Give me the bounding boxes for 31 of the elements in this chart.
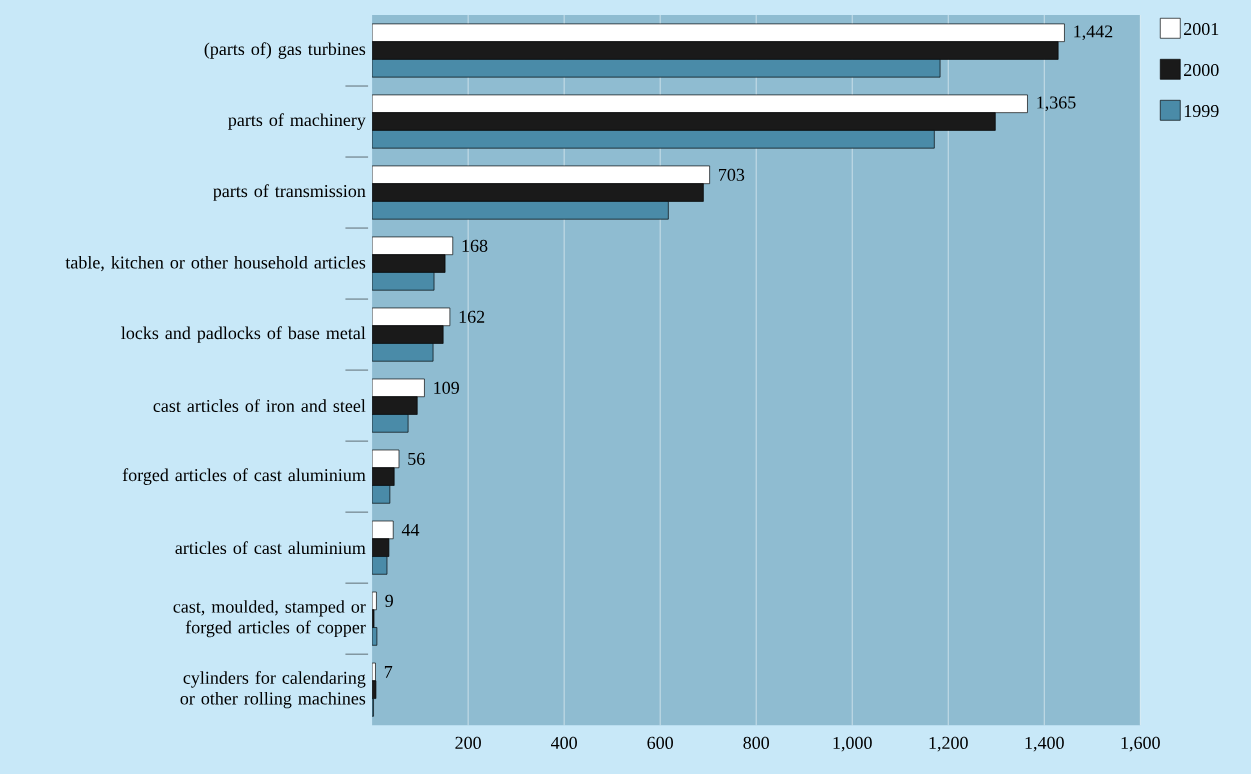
data-label: 7 bbox=[384, 665, 393, 678]
data-label: 168 bbox=[462, 239, 488, 252]
x-tick-label: 200 bbox=[455, 736, 481, 749]
y-tick-label: (parts of) gas turbines bbox=[204, 42, 366, 59]
y-tick-label: locks and padlocks of base metal bbox=[121, 326, 366, 343]
x-tick-label: 800 bbox=[743, 736, 770, 749]
y-tick-label: parts of transmission bbox=[213, 184, 366, 201]
y-tick-label: forged articles of cast aluminium bbox=[122, 468, 366, 485]
data-label: 1,442 bbox=[1074, 25, 1113, 40]
legend-label: 2000 bbox=[1184, 63, 1219, 76]
x-tick-label: 1,400 bbox=[1025, 736, 1064, 752]
y-tick-label: table, kitchen or other household articles bbox=[65, 255, 366, 272]
x-tick-label: 600 bbox=[647, 736, 673, 749]
legend-label: 2001 bbox=[1184, 22, 1219, 35]
y-tick-label: articles of cast aluminium bbox=[175, 541, 366, 554]
x-tick-label: 400 bbox=[551, 736, 577, 749]
y-tick-label: parts of machinery bbox=[228, 113, 366, 130]
y-tick-label: cylinders for calendaring or other rolling machines bbox=[180, 670, 366, 709]
data-label: 44 bbox=[401, 523, 420, 536]
y-tick-label: cast articles of iron and steel bbox=[153, 399, 366, 412]
data-label: 9 bbox=[385, 594, 393, 607]
data-label: 162 bbox=[459, 310, 485, 323]
data-label: 703 bbox=[719, 168, 745, 181]
legend-label: 1999 bbox=[1184, 104, 1219, 117]
x-tick-label: 1,600 bbox=[1121, 736, 1160, 752]
y-tick-label: cast, moulded, stamped or forged articles of copper bbox=[173, 600, 366, 638]
x-tick-label: 1,000 bbox=[833, 736, 872, 752]
x-tick-label: 1,200 bbox=[929, 736, 968, 752]
data-label: 1,365 bbox=[1037, 96, 1076, 112]
data-label: 109 bbox=[434, 381, 459, 394]
data-label: 56 bbox=[408, 452, 425, 465]
